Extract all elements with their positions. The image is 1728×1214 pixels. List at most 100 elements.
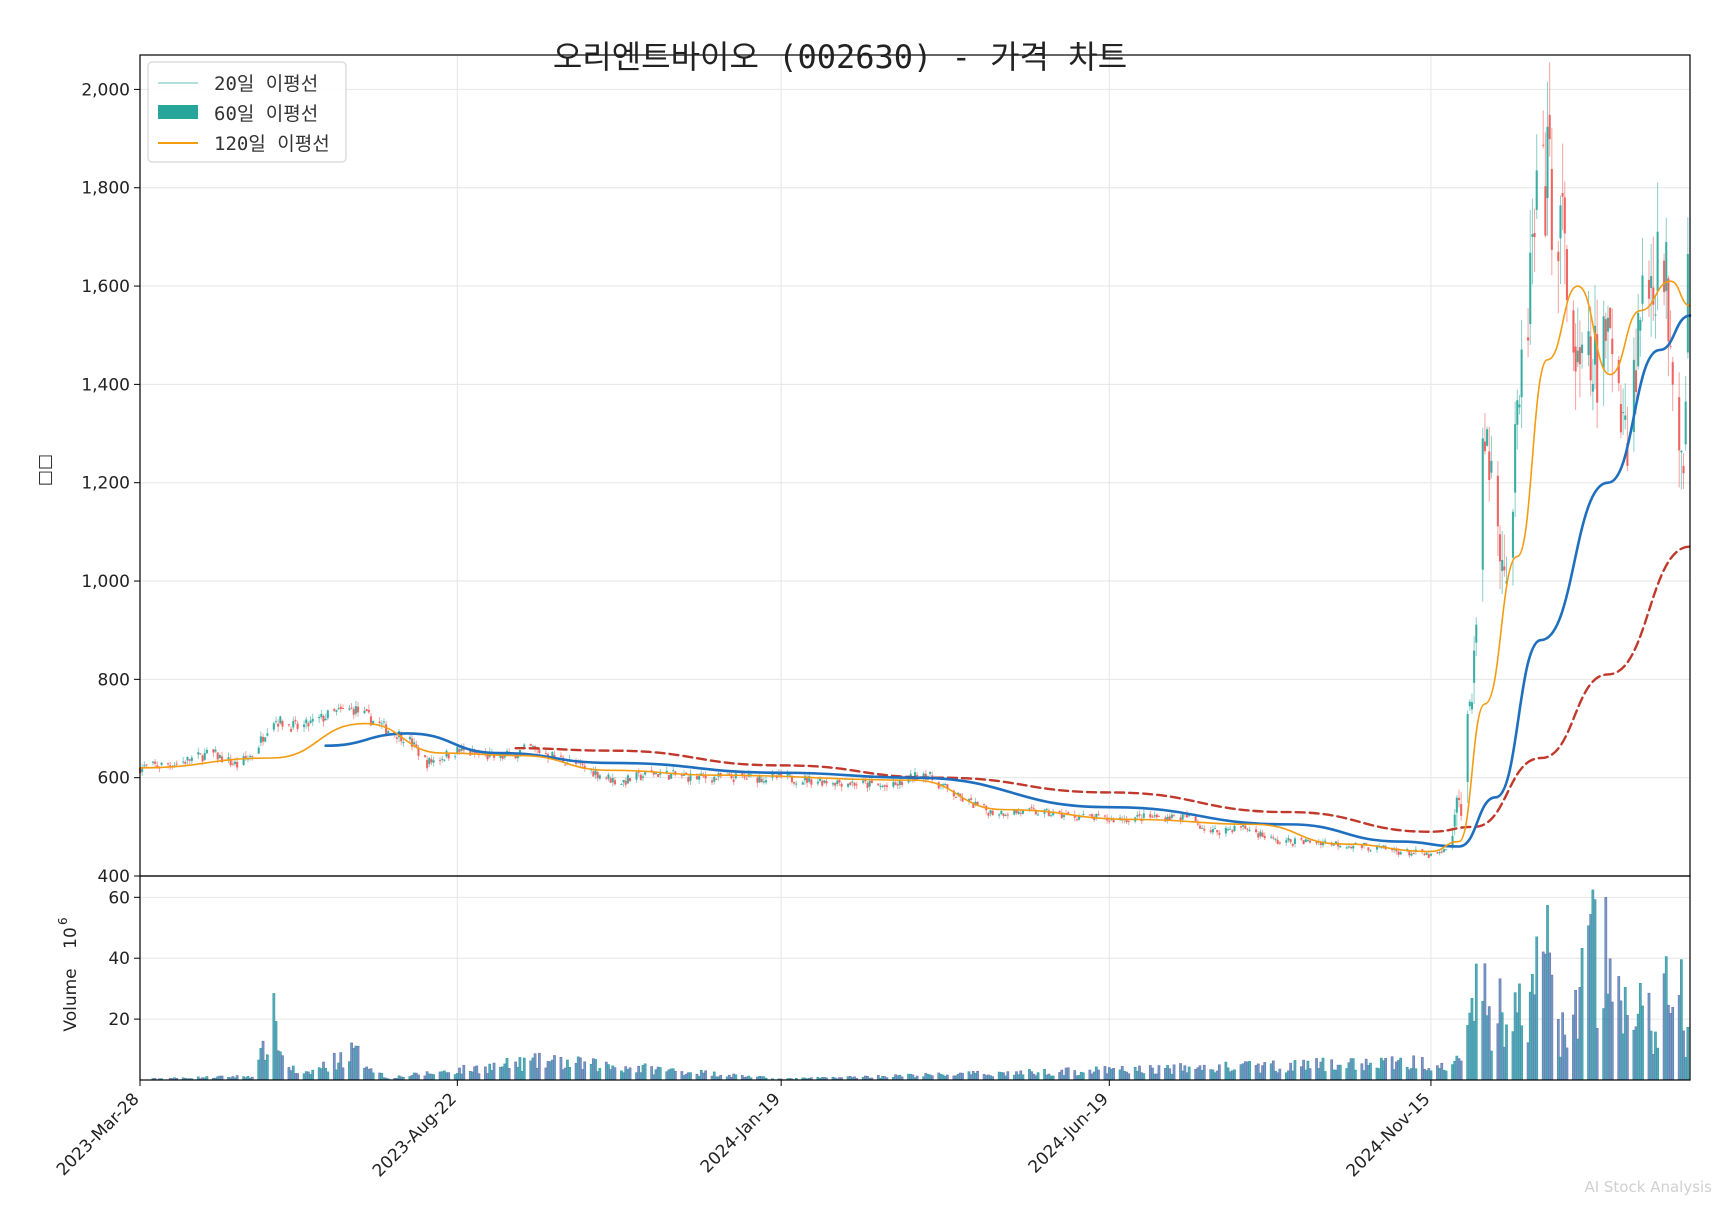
volume-bar [1472, 1020, 1476, 1081]
volume-bar [1662, 973, 1666, 1081]
candle-body [1125, 818, 1128, 823]
candle-body [1518, 404, 1521, 408]
candle-body [970, 798, 973, 800]
volume-bar [324, 1067, 328, 1081]
candle-body [1004, 815, 1007, 817]
candle-body [1453, 814, 1456, 827]
volume-bar [598, 1068, 602, 1081]
candle-body [1257, 833, 1260, 838]
volume-bar [1317, 1068, 1321, 1081]
volume-bar [445, 1072, 448, 1081]
volume-bar [997, 1071, 1001, 1081]
volume-bar [1066, 1067, 1070, 1081]
volume-bar [1485, 1015, 1489, 1081]
candle-body [659, 773, 662, 775]
candle-body [1656, 231, 1659, 292]
volume-bar [967, 1071, 971, 1081]
volume-bar [263, 1059, 267, 1081]
candle-body [1304, 839, 1307, 843]
volume-bar [1438, 1068, 1441, 1081]
volume-bar [1183, 1065, 1187, 1081]
candle-body [1442, 849, 1445, 852]
volume-bar [365, 1066, 369, 1081]
volume-bar [1140, 1072, 1144, 1081]
volume-bar [1556, 1019, 1560, 1081]
candle-body [687, 777, 690, 782]
volume-bar [1015, 1071, 1018, 1081]
candle-body [274, 721, 278, 723]
candle-body [1455, 797, 1458, 813]
candle-body [1276, 839, 1279, 844]
candle-body [1429, 853, 1433, 856]
volume-bar [609, 1069, 612, 1081]
volume-bar [1012, 1074, 1016, 1081]
candle-body [657, 774, 660, 777]
candle-body [1229, 828, 1232, 830]
candle-body [324, 718, 327, 721]
candle-body [849, 782, 852, 785]
candle-body [1224, 827, 1227, 834]
price-tick-label: 2,000 [81, 80, 130, 100]
volume-bar [1638, 982, 1642, 1081]
volume-bar [1155, 1073, 1159, 1081]
volume-bar [1427, 1068, 1431, 1081]
volume-bar [624, 1066, 628, 1081]
candle-body [1201, 827, 1204, 829]
candle-body [501, 755, 504, 759]
volume-bar [1345, 1068, 1349, 1081]
volume-bar [930, 1075, 934, 1081]
candle-body [516, 755, 519, 759]
candle-body [311, 718, 314, 722]
candle-body [413, 742, 416, 745]
volume-bar [1209, 1069, 1213, 1081]
candle-body [1498, 534, 1502, 562]
volume-bar [417, 1074, 420, 1081]
candle-body [879, 785, 882, 787]
candle-body [1103, 815, 1107, 817]
volume-bar [531, 1057, 535, 1081]
volume-bar [1123, 1070, 1126, 1081]
volume-bar [719, 1074, 723, 1081]
volume-bar [1215, 1070, 1219, 1081]
volume-bar [516, 1066, 520, 1081]
volume-bar [740, 1075, 744, 1081]
candle-body [581, 763, 584, 765]
candle-body [303, 724, 306, 728]
candle-body [764, 780, 768, 783]
volume-bar [447, 1072, 451, 1081]
volume-bar [348, 1061, 351, 1081]
candle-body [1514, 424, 1517, 493]
candle-body [756, 777, 759, 783]
candle-body [1542, 144, 1545, 146]
candle-body [538, 749, 541, 754]
volume-bar [350, 1042, 353, 1081]
volume-bar [1196, 1067, 1200, 1081]
volume-bar [896, 1075, 900, 1081]
candle-body [1451, 835, 1454, 846]
candle-body [1397, 851, 1400, 855]
candle-body [877, 783, 880, 786]
candle-body [795, 783, 798, 785]
volume-panel-frame [139, 875, 1691, 1081]
volume-bar [1094, 1066, 1098, 1081]
candle-body [1157, 815, 1160, 817]
candle-body [551, 752, 554, 758]
volume-bar [1502, 1046, 1506, 1081]
volume-bar [341, 1067, 345, 1081]
volume-bar [1535, 936, 1539, 1081]
volume-bar [544, 1067, 548, 1081]
candle-body [840, 783, 843, 787]
candle-body [307, 723, 310, 727]
volume-bar [1617, 976, 1621, 1081]
volume-bar [1608, 958, 1612, 1081]
volume-tick-label: 60 [108, 888, 130, 908]
volume-bar [337, 1062, 340, 1081]
volume-bar [363, 1067, 366, 1081]
candle-body [259, 736, 262, 743]
volume-bar [1107, 1067, 1111, 1081]
candle-body [667, 774, 670, 780]
candle-body [1239, 826, 1243, 828]
candle-body [689, 773, 692, 781]
candle-body [236, 761, 239, 768]
volume-bar [620, 1070, 623, 1081]
